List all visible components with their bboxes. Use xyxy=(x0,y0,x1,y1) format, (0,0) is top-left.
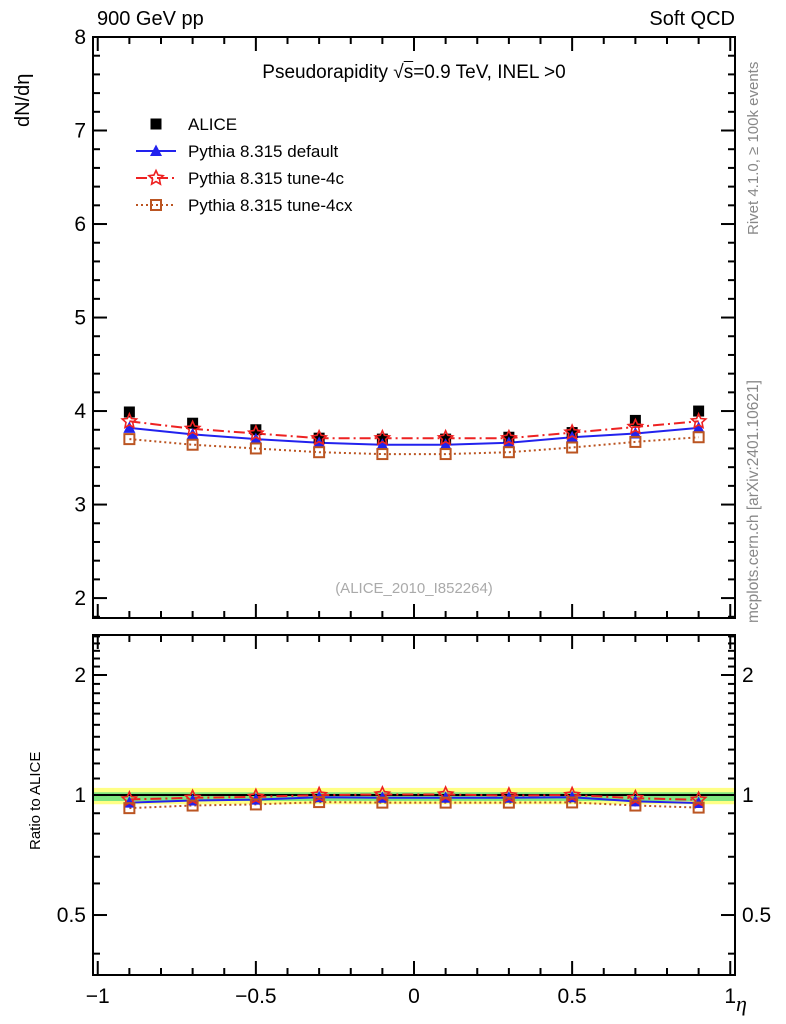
mcplots-arxiv-watermark: mcplots.cern.ch [arXiv:2401.10621] xyxy=(745,380,762,623)
main-markers-pythia-8-315-tune-4cx xyxy=(123,431,705,461)
legend-item-pythia-8-315-tune-4c: Pythia 8.315 tune-4c xyxy=(136,168,344,188)
ratio-y-tick-label-left: 2 xyxy=(74,664,86,687)
ratio-line-pythia-8-315-default xyxy=(129,796,699,804)
legend-item-alice: ALICE xyxy=(150,115,237,134)
main-y-tick-label: 8 xyxy=(74,26,86,49)
plot-title: Pseudorapidity √s=0.9 TeV, INEL >0 xyxy=(93,62,735,84)
x-axis-label: η xyxy=(736,991,747,1016)
main-markers-alice xyxy=(123,405,705,445)
x-tick-label: −1 xyxy=(86,985,110,1008)
main-y-tick-label: 5 xyxy=(74,307,86,330)
main-y-tick-label: 3 xyxy=(74,494,86,517)
main-line-pythia-8-315-tune-4cx xyxy=(129,436,699,456)
ratio-y-tick-label-right: 1 xyxy=(742,784,754,807)
legend: ALICE Pythia 8.315 default Pythia 8.315 tu… xyxy=(136,115,353,215)
legend-label: Pythia 8.315 tune-4c xyxy=(188,169,344,188)
x-tick-label: 0.5 xyxy=(558,985,587,1008)
legend-item-pythia-8-315-default: Pythia 8.315 default xyxy=(136,142,339,161)
ratio-y-tick-label-right: 2 xyxy=(742,664,754,687)
plot-title-sqrt-arg: s xyxy=(403,62,414,83)
ratio-line-pythia-8-315-tune-4c xyxy=(129,793,699,801)
process-group-label: Soft QCD xyxy=(649,8,735,30)
x-tick-label: −0.5 xyxy=(235,985,276,1008)
main-markers-pythia-8-315-tune-4c xyxy=(120,411,708,446)
plot-title-prefix: Pseudorapidity √ xyxy=(262,62,404,83)
legend-label: ALICE xyxy=(188,115,237,134)
ratio-y-tick-label-right: 0.5 xyxy=(742,904,771,927)
main-y-tick-label: 6 xyxy=(74,213,86,236)
rivet-version-watermark: Rivet 4.1.0, ≥ 100k events xyxy=(745,61,762,235)
legend-label: Pythia 8.315 tune-4cx xyxy=(188,196,353,215)
main-y-tick-label: 7 xyxy=(74,120,86,143)
plot-title-suffix: =0.9 TeV, INEL >0 xyxy=(413,62,566,83)
x-tick-label: 0 xyxy=(408,985,420,1008)
main-y-axis-label: dN/dη xyxy=(12,73,34,127)
beam-energy-label: 900 GeV pp xyxy=(97,8,204,30)
main-line-pythia-8-315-default xyxy=(129,426,699,446)
x-tick-label: 1 xyxy=(724,985,736,1008)
axis-tick-labels: 2 3 4 5 6 7 8 0.5 0.5 1 1 2 2 −1 −0.5 0 0.5 1 xyxy=(57,26,771,1008)
main-y-tick-label: 2 xyxy=(74,587,86,610)
analysis-id-watermark: (ALICE_2010_I852264) xyxy=(335,580,493,597)
legend-label: Pythia 8.315 default xyxy=(188,142,339,161)
main-y-tick-label: 4 xyxy=(74,400,86,423)
ratio-y-axis-label: Ratio to ALICE xyxy=(27,751,44,850)
legend-item-pythia-8-315-tune-4cx: Pythia 8.315 tune-4cx xyxy=(136,196,353,215)
ratio-y-tick-label-left: 1 xyxy=(74,784,86,807)
ratio-y-tick-label-left: 0.5 xyxy=(57,904,86,927)
ratio-markers-pythia-8-315-tune-4cx xyxy=(123,796,705,815)
